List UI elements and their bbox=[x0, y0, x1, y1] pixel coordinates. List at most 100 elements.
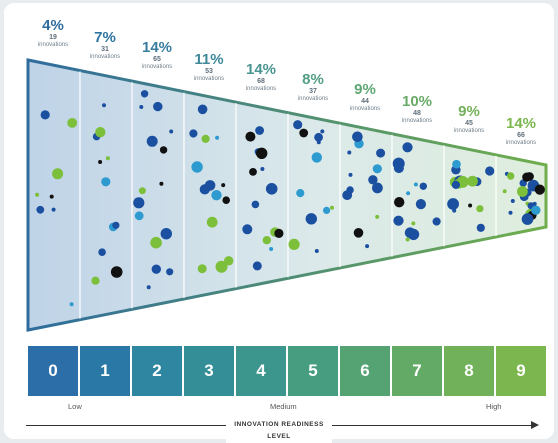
innovation-dot bbox=[269, 247, 274, 251]
level-unit: innovations bbox=[245, 86, 277, 92]
level-percent: 9% bbox=[354, 81, 376, 98]
innovation-dot bbox=[159, 146, 168, 154]
level-box-0: 0 bbox=[28, 346, 78, 396]
level-header-6: 9% 44 innovations bbox=[335, 82, 395, 113]
level-count: 44 bbox=[361, 98, 369, 105]
level-unit: innovations bbox=[401, 118, 433, 124]
innovation-dot bbox=[146, 285, 151, 290]
x-axis-label: INNOVATION READINESS LEVEL bbox=[226, 419, 332, 443]
innovation-dot bbox=[299, 128, 309, 138]
innovation-dot bbox=[323, 206, 331, 214]
innovation-dot bbox=[221, 183, 226, 188]
innovation-dot bbox=[517, 186, 528, 197]
innovation-dot bbox=[352, 131, 363, 143]
innovation-dot bbox=[151, 264, 161, 274]
innovation-dot bbox=[191, 161, 203, 173]
innovation-dot bbox=[405, 237, 410, 242]
innovation-dot bbox=[510, 199, 515, 203]
level-box-8: 8 bbox=[444, 346, 494, 396]
level-count: 65 bbox=[153, 56, 161, 63]
innovation-dot bbox=[311, 152, 322, 163]
level-box-1: 1 bbox=[80, 346, 130, 396]
level-count: 68 bbox=[257, 78, 265, 85]
innovation-dot bbox=[305, 213, 317, 225]
innovation-dot bbox=[507, 172, 515, 180]
level-percent: 14% bbox=[505, 115, 537, 132]
innovation-dot bbox=[252, 261, 262, 271]
innovation-dot bbox=[534, 184, 545, 195]
innovation-dot bbox=[153, 101, 163, 112]
innovation-dot bbox=[36, 205, 45, 214]
innovation-dot bbox=[447, 198, 459, 210]
level-header-9: 14% 66 innovations bbox=[491, 116, 551, 147]
level-box-3: 3 bbox=[184, 346, 234, 396]
level-count: 31 bbox=[101, 46, 109, 53]
innovation-dot bbox=[348, 172, 353, 177]
level-count: 48 bbox=[413, 110, 421, 117]
level-unit: innovations bbox=[141, 64, 173, 70]
innovation-dot bbox=[69, 302, 74, 307]
level-box-6: 6 bbox=[340, 346, 390, 396]
innovation-dot bbox=[342, 190, 353, 201]
innovation-dot bbox=[166, 268, 174, 276]
innovation-dot bbox=[411, 221, 416, 226]
innovation-dot bbox=[211, 190, 222, 201]
level-header-1: 7% 31 innovations bbox=[75, 30, 135, 61]
innovation-dot bbox=[150, 236, 162, 249]
innovation-dot bbox=[215, 135, 220, 140]
level-percent: 10% bbox=[401, 93, 433, 110]
innovation-dot bbox=[197, 264, 207, 274]
level-count: 19 bbox=[49, 34, 57, 41]
innovation-dot bbox=[197, 104, 208, 115]
level-box-2: 2 bbox=[132, 346, 182, 396]
innovation-dot bbox=[476, 223, 485, 232]
level-header-0: 4% 19 innovations bbox=[23, 18, 83, 49]
level-header-5: 8% 37 innovations bbox=[283, 72, 343, 103]
innovation-dot bbox=[419, 182, 427, 190]
level-count: 53 bbox=[205, 68, 213, 75]
level-percent: 14% bbox=[141, 39, 173, 56]
level-header-7: 10% 48 innovations bbox=[387, 94, 447, 125]
innovation-dot bbox=[138, 187, 146, 195]
innovation-dot bbox=[274, 228, 284, 238]
innovation-dot bbox=[224, 256, 234, 266]
innovation-dot bbox=[206, 216, 218, 228]
innovation-dot bbox=[51, 207, 56, 212]
level-unit: innovations bbox=[505, 140, 537, 146]
innovation-dot bbox=[133, 197, 145, 209]
innovation-dot bbox=[262, 236, 271, 245]
innovation-dot bbox=[255, 126, 264, 135]
innovation-dot bbox=[432, 217, 441, 226]
innovation-dot bbox=[160, 228, 172, 240]
level-unit: innovations bbox=[453, 128, 485, 134]
innovation-dot bbox=[353, 228, 364, 238]
innovation-dot bbox=[451, 180, 460, 189]
scale-medium-label: Medium bbox=[270, 402, 297, 411]
level-count: 37 bbox=[309, 88, 317, 95]
innovation-dot bbox=[404, 227, 416, 238]
innovation-dot bbox=[112, 221, 120, 229]
innovation-dot bbox=[314, 249, 319, 253]
innovation-dot bbox=[146, 135, 158, 147]
innovation-dot bbox=[189, 129, 198, 138]
level-header-2: 14% 65 innovations bbox=[127, 40, 187, 71]
column-dividers bbox=[79, 71, 497, 319]
innovation-dot bbox=[105, 156, 110, 161]
innovation-dot bbox=[406, 191, 411, 196]
innovation-dots bbox=[35, 90, 545, 307]
innovation-dot bbox=[49, 194, 54, 199]
innovation-dot bbox=[375, 214, 380, 219]
innovation-dot bbox=[394, 197, 405, 208]
innovation-dot bbox=[293, 120, 303, 130]
innovation-dot bbox=[532, 201, 537, 206]
innovation-dot bbox=[413, 182, 418, 187]
innovation-dot bbox=[521, 213, 534, 225]
innovation-dot bbox=[91, 276, 100, 285]
innovation-dot bbox=[531, 205, 541, 215]
level-percent: 11% bbox=[194, 51, 224, 68]
innovation-dot bbox=[468, 203, 473, 208]
level-box-5: 5 bbox=[288, 346, 338, 396]
innovation-dot bbox=[201, 134, 210, 143]
innovation-dot bbox=[296, 189, 305, 198]
